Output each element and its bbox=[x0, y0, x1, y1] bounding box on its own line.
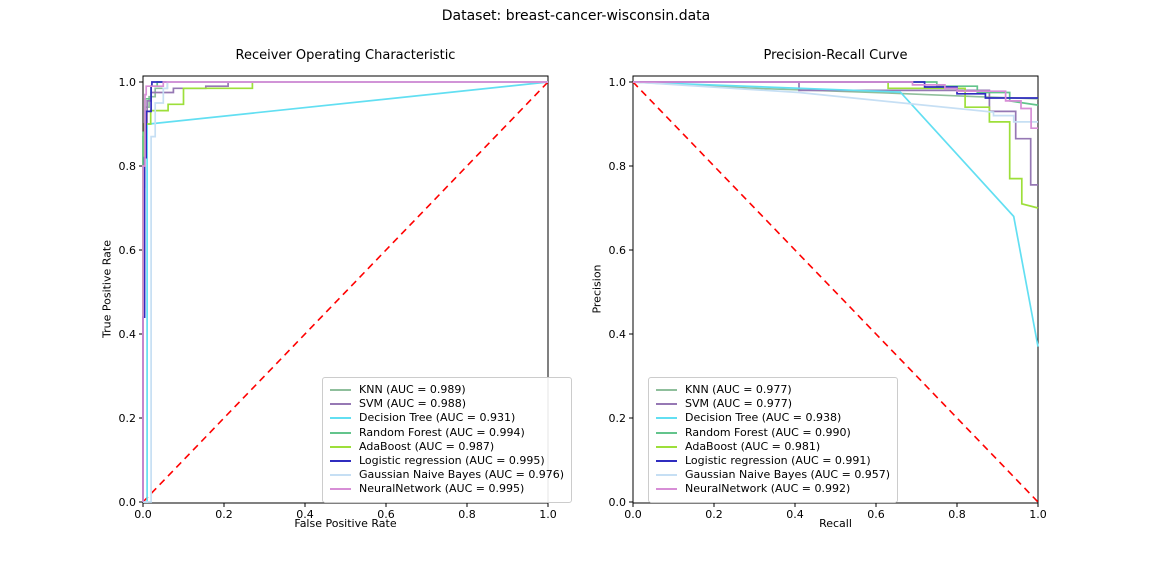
roc-x-tick-label: 0.2 bbox=[215, 508, 233, 521]
legend-entry-logistic-regression: Logistic regression (AUC = 0.991) bbox=[656, 454, 890, 468]
roc-chance-line bbox=[142, 81, 549, 503]
legend-line-sample-knn bbox=[330, 389, 351, 392]
roc-curve-logistic-regression bbox=[142, 81, 548, 502]
legend-label-gaussian-naive-bayes: Gaussian Naive Bayes (AUC = 0.957) bbox=[685, 468, 891, 482]
pr-y-tick-label: 0.8 bbox=[609, 160, 627, 173]
roc-yaxis-label: True Positive Rate bbox=[100, 240, 114, 338]
pr-x-tick-label: 1.0 bbox=[1029, 508, 1047, 521]
legend-entry-adaboost: AdaBoost (AUC = 0.987) bbox=[330, 440, 564, 454]
roc-y-tick-label: 1.0 bbox=[119, 76, 137, 89]
roc-x-tick-label: 0.0 bbox=[134, 508, 152, 521]
legend-entry-neuralnetwork: NeuralNetwork (AUC = 0.992) bbox=[656, 482, 890, 496]
legend-label-neuralnetwork: NeuralNetwork (AUC = 0.995) bbox=[359, 482, 525, 496]
legend-line-sample-random-forest bbox=[656, 431, 677, 434]
legend-entry-adaboost: AdaBoost (AUC = 0.981) bbox=[656, 440, 890, 454]
pr-x-tick-label: 0.6 bbox=[867, 508, 885, 521]
legend-label-decision-tree: Decision Tree (AUC = 0.931) bbox=[359, 411, 516, 425]
pr-chance-line bbox=[632, 81, 1039, 503]
pr-x-tick-label: 0.2 bbox=[705, 508, 723, 521]
legend-line-sample-neuralnetwork bbox=[330, 488, 351, 491]
legend-entry-random-forest: Random Forest (AUC = 0.994) bbox=[330, 426, 564, 440]
legend-entry-logistic-regression: Logistic regression (AUC = 0.995) bbox=[330, 454, 564, 468]
legend-entry-decision-tree: Decision Tree (AUC = 0.938) bbox=[656, 411, 890, 425]
legend-line-sample-decision-tree bbox=[656, 417, 677, 420]
pr-y-tick-label: 0.0 bbox=[609, 496, 627, 509]
legend-entry-gaussian-naive-bayes: Gaussian Naive Bayes (AUC = 0.957) bbox=[656, 468, 890, 482]
legend-line-sample-decision-tree bbox=[330, 417, 351, 420]
pr-y-tick-label: 0.2 bbox=[609, 412, 627, 425]
legend-label-knn: KNN (AUC = 0.989) bbox=[359, 383, 466, 396]
roc-y-tick-label: 0.8 bbox=[119, 160, 137, 173]
roc-xaxis-label: False Positive Rate bbox=[294, 517, 397, 530]
roc-curve-gaussian-naive-bayes bbox=[143, 81, 548, 503]
pr-y-tick-label: 0.6 bbox=[609, 244, 627, 257]
legend-entry-svm: SVM (AUC = 0.977) bbox=[656, 397, 890, 411]
roc-y-tick-label: 0.2 bbox=[119, 412, 137, 425]
legend-line-sample-neuralnetwork bbox=[656, 488, 677, 491]
roc-x-tick-label: 0.6 bbox=[377, 508, 395, 521]
legend-entry-neuralnetwork: NeuralNetwork (AUC = 0.995) bbox=[330, 482, 564, 496]
legend-label-svm: SVM (AUC = 0.977) bbox=[685, 397, 793, 411]
pr-x-tick-label: 0.8 bbox=[948, 508, 966, 521]
legend-entry-decision-tree: Decision Tree (AUC = 0.931) bbox=[330, 411, 564, 425]
legend-line-sample-gaussian-naive-bayes bbox=[330, 474, 351, 477]
legend-line-sample-random-forest bbox=[330, 431, 351, 434]
legend-label-logistic-regression: Logistic regression (AUC = 0.995) bbox=[359, 453, 545, 467]
legend-line-sample-adaboost bbox=[330, 445, 351, 448]
roc-x-tick-label: 1.0 bbox=[539, 508, 557, 521]
legend-label-adaboost: AdaBoost (AUC = 0.987) bbox=[359, 439, 495, 453]
pr-curve-decision-tree bbox=[632, 81, 1039, 347]
figure-title: Dataset: breast-cancer-wisconsin.data bbox=[441, 8, 711, 24]
legend-line-sample-svm bbox=[330, 403, 351, 406]
pr-x-tick-label: 0.0 bbox=[624, 508, 642, 521]
roc-plot-title: Receiver Operating Characteristic bbox=[235, 48, 456, 63]
pr-x-tick-label: 0.4 bbox=[786, 508, 804, 521]
legend-entry-random-forest: Random Forest (AUC = 0.990) bbox=[656, 426, 890, 440]
legend-label-random-forest: Random Forest (AUC = 0.990) bbox=[685, 425, 851, 439]
legend-label-knn: KNN (AUC = 0.977) bbox=[685, 383, 792, 396]
pr-yaxis-label: Precision bbox=[590, 264, 604, 314]
legend-entry-svm: SVM (AUC = 0.988) bbox=[330, 397, 564, 411]
pr-xaxis-label: Recall bbox=[819, 517, 852, 530]
legend-label-gaussian-naive-bayes: Gaussian Naive Bayes (AUC = 0.976) bbox=[359, 468, 565, 482]
pr-curve-svm bbox=[633, 81, 1038, 186]
legend-label-neuralnetwork: NeuralNetwork (AUC = 0.992) bbox=[685, 482, 851, 496]
pr-axes-box bbox=[632, 75, 1039, 504]
legend-entry-knn: KNN (AUC = 0.989) bbox=[330, 383, 564, 397]
legend-label-adaboost: AdaBoost (AUC = 0.981) bbox=[685, 439, 821, 453]
legend-entry-knn: KNN (AUC = 0.977) bbox=[656, 383, 890, 397]
legend-label-random-forest: Random Forest (AUC = 0.994) bbox=[359, 425, 525, 439]
roc-y-tick-label: 0.0 bbox=[119, 496, 137, 509]
legend-label-decision-tree: Decision Tree (AUC = 0.938) bbox=[685, 411, 842, 425]
roc-y-tick-label: 0.6 bbox=[119, 244, 137, 257]
legend-line-sample-knn bbox=[656, 389, 677, 392]
pr-y-tick-label: 0.4 bbox=[609, 328, 627, 341]
roc-legend: KNN (AUC = 0.989) SVM (AUC = 0.988) Decisi… bbox=[322, 377, 573, 503]
legend-line-sample-logistic-regression bbox=[656, 460, 677, 463]
legend-label-logistic-regression: Logistic regression (AUC = 0.991) bbox=[685, 453, 871, 467]
roc-curve-neuralnetwork bbox=[142, 81, 548, 502]
roc-x-tick-label: 0.4 bbox=[296, 508, 314, 521]
legend-line-sample-logistic-regression bbox=[330, 460, 351, 463]
legend-line-sample-adaboost bbox=[656, 445, 677, 448]
pr-legend: KNN (AUC = 0.977) SVM (AUC = 0.977) Decisi… bbox=[648, 377, 899, 503]
pr-y-tick-label: 1.0 bbox=[609, 76, 627, 89]
roc-y-tick-label: 0.4 bbox=[119, 328, 137, 341]
legend-label-svm: SVM (AUC = 0.988) bbox=[359, 397, 467, 411]
pr-curve-adaboost bbox=[633, 81, 1039, 209]
legend-entry-gaussian-naive-bayes: Gaussian Naive Bayes (AUC = 0.976) bbox=[330, 468, 564, 482]
pr-curve-neuralnetwork bbox=[633, 81, 1038, 130]
legend-line-sample-gaussian-naive-bayes bbox=[656, 474, 677, 477]
pr-curve-random-forest bbox=[633, 81, 1039, 106]
pr-curve-gaussian-naive-bayes bbox=[632, 81, 1038, 123]
roc-x-tick-label: 0.8 bbox=[458, 508, 476, 521]
pr-plot-title: Precision-Recall Curve bbox=[763, 48, 908, 63]
legend-line-sample-svm bbox=[656, 403, 677, 406]
